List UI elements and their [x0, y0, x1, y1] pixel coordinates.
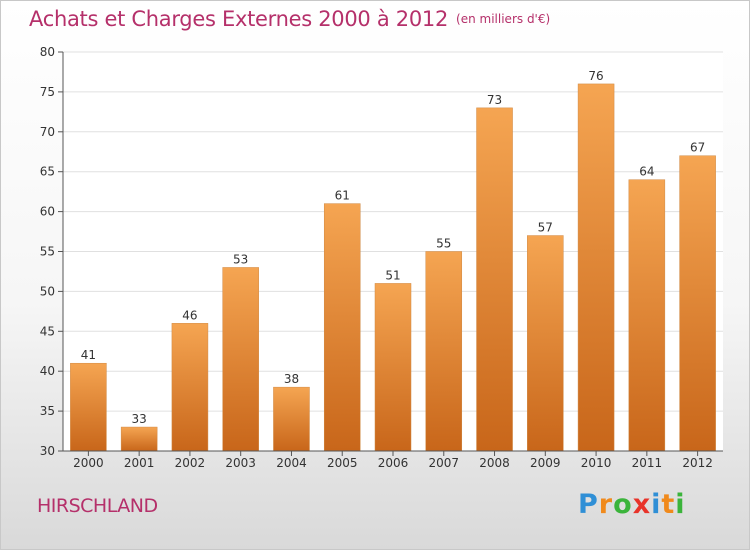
logo-letter: r [598, 489, 614, 520]
bar [171, 323, 209, 452]
bar [425, 251, 463, 452]
bar [628, 179, 666, 452]
x-tick-label: 2008 [479, 456, 510, 470]
logo-letter: i [675, 489, 686, 520]
x-tick-label: 2012 [682, 456, 713, 470]
bar-value-label: 76 [588, 69, 603, 83]
bar-value-label: 57 [538, 221, 553, 235]
bar-value-label: 38 [284, 372, 299, 386]
y-tick-label: 75 [40, 85, 55, 99]
x-tick-label: 2011 [632, 456, 663, 470]
bar-value-label: 67 [690, 141, 705, 155]
logo-letter: i [651, 489, 662, 520]
y-tick-label: 50 [40, 284, 55, 298]
y-tick-label: 55 [40, 245, 55, 259]
bar [323, 203, 361, 452]
y-tick-label: 70 [40, 125, 55, 139]
bar [273, 386, 310, 452]
bar [527, 235, 564, 452]
bar-value-label: 41 [81, 348, 96, 362]
logo-letter: o [613, 489, 633, 520]
y-tick-label: 30 [40, 444, 55, 458]
y-tick-label: 60 [40, 205, 55, 219]
y-tick-label: 45 [40, 324, 55, 338]
x-tick-label: 2002 [175, 456, 206, 470]
chart-title: Achats et Charges Externes 2000 à 2012 (e… [29, 7, 550, 31]
x-tick-label: 2010 [581, 456, 612, 470]
x-tick-label: 2009 [530, 456, 561, 470]
place-name: HIRSCHLAND [37, 495, 158, 517]
bar-value-label: 46 [182, 308, 197, 322]
logo-letter: x [632, 489, 652, 520]
y-tick-label: 40 [40, 364, 55, 378]
bar [70, 362, 107, 452]
logo-letter: t [661, 489, 676, 520]
x-tick-label: 2005 [327, 456, 358, 470]
bar [374, 283, 412, 452]
y-tick-label: 65 [40, 165, 55, 179]
x-tick-label: 2003 [225, 456, 256, 470]
bar [577, 83, 615, 452]
logo-letter: P [578, 489, 599, 520]
bar [120, 426, 158, 452]
x-tick-label: 2001 [124, 456, 155, 470]
bar-value-label: 64 [639, 165, 654, 179]
x-tick-label: 2006 [378, 456, 409, 470]
bar-value-label: 55 [436, 237, 451, 251]
x-tick-label: 2000 [73, 456, 104, 470]
proxiti-logo[interactable]: Proxiti [578, 489, 686, 520]
bar [222, 267, 259, 452]
bar-value-label: 53 [233, 252, 248, 266]
bar [679, 155, 716, 452]
bar-value-label: 73 [487, 93, 502, 107]
bar-value-label: 51 [385, 268, 400, 282]
x-tick-label: 2004 [276, 456, 307, 470]
chart-title-text: Achats et Charges Externes 2000 à 2012 [29, 7, 449, 31]
bar-value-label: 33 [132, 412, 147, 426]
y-tick-label: 80 [40, 45, 55, 59]
x-tick-label: 2007 [428, 456, 459, 470]
bar [476, 107, 513, 452]
bar-value-label: 61 [335, 189, 350, 203]
y-tick-label: 35 [40, 404, 55, 418]
chart-unit: (en milliers d'€) [456, 12, 551, 26]
